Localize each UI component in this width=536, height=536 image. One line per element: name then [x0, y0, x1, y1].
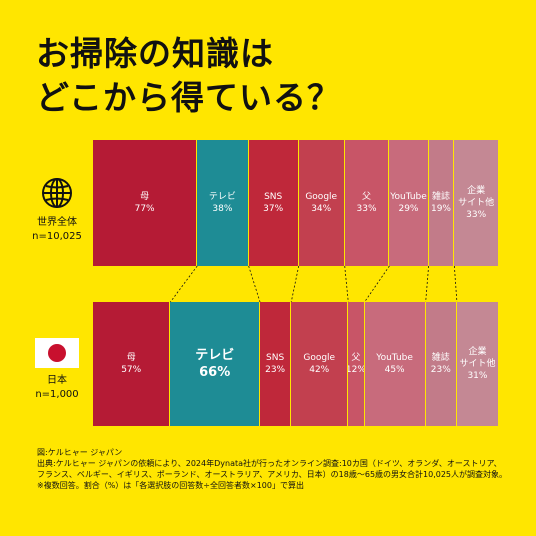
segment-value: 66% [199, 365, 231, 380]
title-line-1: お掃除の知識は [36, 34, 274, 73]
bar-segment-company-sites: 企業サイト他 31% [456, 302, 499, 426]
row-label-japan-n: n=1,000 [35, 389, 79, 400]
segment-value: 19% [430, 204, 451, 214]
segment-label: YouTube [376, 353, 413, 363]
bar-segment-magazine: 雑誌 23% [425, 302, 457, 426]
title-line-2: どこから得ている？ [36, 78, 342, 117]
segment-label: 企業 [467, 186, 486, 196]
segment-value: 23% [430, 365, 451, 375]
segment-value: 33% [466, 210, 487, 220]
bar-segment-father: 父 12% [348, 302, 365, 426]
segment-label: 父 [362, 192, 372, 202]
segment-value: 37% [263, 204, 284, 214]
segment-label: SNS [266, 353, 285, 363]
segment-value: 29% [398, 204, 419, 214]
segment-label: サイト他 [459, 359, 496, 369]
bar-segment-tv: テレビ 38% [197, 140, 249, 266]
connector-line [170, 265, 198, 303]
segment-value: 33% [356, 204, 377, 214]
segment-label: テレビ [208, 192, 236, 202]
segment-value: 77% [134, 204, 155, 214]
bar-segment-magazine: 雑誌 19% [428, 140, 455, 266]
bar-segment-company-sites: 企業サイト他 33% [454, 140, 499, 266]
japan-flag-icon [35, 338, 79, 368]
segment-label: 雑誌 [431, 192, 450, 202]
bar-segment-mother: 母 77% [93, 140, 198, 266]
row-label-world: 世界全体 n=10,025 [22, 176, 92, 244]
segment-value: 45% [384, 365, 405, 375]
bar-segment-mother: 母 57% [93, 302, 171, 426]
segment-value: 31% [467, 371, 488, 381]
segment-label: サイト他 [458, 198, 495, 208]
bar-segment-youtube: YouTube 45% [364, 302, 426, 426]
segment-value: 42% [309, 365, 330, 375]
bar-segment-google: Google 34% [298, 140, 345, 266]
footer-source-line-2: フランス、ベルギー、イギリス、ポーランド、オーストラリア、アメリカ、日本）の18… [37, 470, 508, 479]
connector-line [344, 265, 349, 303]
segment-label: 雑誌 [431, 353, 450, 363]
footer-source-line-1: 出典:ケルヒャー ジャパンの依頼により、2024年Dynata社が行ったオンライ… [37, 459, 502, 468]
segment-label: テレビ [195, 348, 235, 363]
bar-segment-google: Google 42% [291, 302, 349, 426]
segment-value: 57% [121, 365, 142, 375]
bar-segment-sns: SNS 37% [248, 140, 299, 266]
segment-label: 父 [351, 353, 361, 363]
bar-row-world: 母 77% テレビ 38% SNS 37% Google 34% 父 33% YouTube 29% 雑… [93, 140, 499, 266]
segment-value: 12% [348, 365, 365, 375]
connector-line [290, 265, 300, 303]
footer-notes: 図:ケルヒャー ジャパン 出典:ケルヒャー ジャパンの依頼により、2024年Dy… [37, 447, 517, 491]
segment-label: 母 [126, 353, 136, 363]
row-label-world-name: 世界全体 [37, 217, 77, 228]
segment-value: 34% [311, 204, 332, 214]
row-label-japan: 日本 n=1,000 [22, 338, 92, 402]
bar-segment-youtube: YouTube 29% [389, 140, 429, 266]
page-title: お掃除の知識は どこから得ている？ [36, 32, 341, 120]
segment-label: SNS [264, 192, 283, 202]
segment-label: 母 [140, 192, 150, 202]
globe-icon [42, 178, 72, 208]
bar-segment-father: 父 33% [344, 140, 390, 266]
row-label-japan-name: 日本 [47, 375, 67, 386]
segment-label: 企業 [468, 347, 487, 357]
bar-row-japan: 母 57% テレビ 66% SNS 23% Google 42% 父 12% YouTube 45% 雑… [93, 302, 499, 426]
connector-line [425, 265, 430, 303]
connector-line [364, 265, 390, 303]
footer-figure-credit: 図:ケルヒャー ジャパン [37, 448, 123, 457]
segment-label: YouTube [390, 192, 427, 202]
bar-segment-tv: テレビ 66% [170, 302, 260, 426]
footer-note: ※複数回答。割合（%）は「各選択肢の回答数÷全回答者数×100」で算出 [37, 481, 304, 490]
segment-value: 38% [212, 204, 233, 214]
connector-line [248, 265, 261, 303]
connector-line [453, 265, 458, 303]
segment-label: Google [303, 353, 336, 363]
segment-label: Google [305, 192, 338, 202]
bar-segment-sns: SNS 23% [260, 302, 292, 426]
segment-value: 23% [265, 365, 286, 375]
row-label-world-n: n=10,025 [32, 231, 82, 242]
